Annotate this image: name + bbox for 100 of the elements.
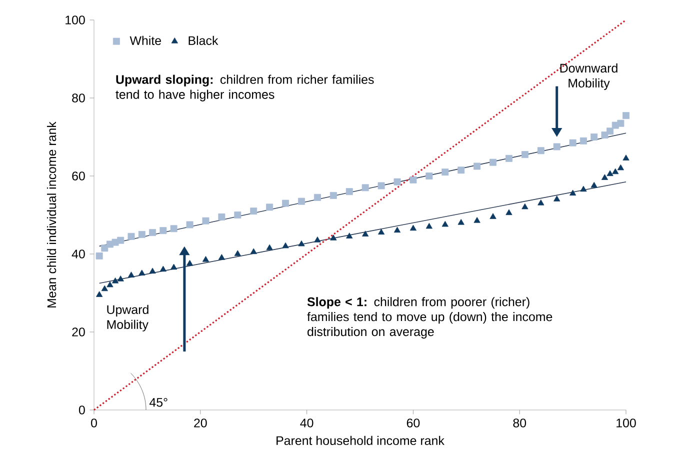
- point: [101, 285, 108, 292]
- point: [553, 143, 560, 150]
- point: [160, 266, 166, 272]
- point: [606, 170, 614, 176]
- point: [490, 213, 496, 219]
- y-tick-label: 80: [72, 94, 85, 102]
- point: [394, 226, 401, 233]
- point: [117, 236, 124, 244]
- point: [538, 199, 544, 206]
- point: [394, 178, 401, 186]
- point: [186, 221, 194, 228]
- annotation: 45°: [149, 398, 168, 407]
- x-tick-label: 0: [91, 418, 97, 428]
- point: [458, 166, 465, 174]
- point: [298, 198, 305, 205]
- x-tick-label: 60: [406, 418, 420, 428]
- point: [580, 137, 587, 144]
- point: [617, 120, 624, 127]
- y-axis-title: Mean child individual income rank: [46, 122, 56, 308]
- point: [442, 220, 448, 227]
- point: [112, 277, 119, 284]
- point: [346, 188, 353, 196]
- point: [138, 270, 146, 276]
- point: [298, 240, 305, 246]
- annotation: Slope < 1: children from poorer (richer) families tend to move up (down) the income distribution on average: [307, 297, 552, 339]
- point: [522, 203, 528, 210]
- point: [474, 217, 480, 223]
- point: [234, 250, 241, 256]
- point: [314, 194, 321, 201]
- x-axis-title: Parent household income rank: [276, 436, 444, 446]
- point: [378, 182, 385, 190]
- point: [346, 232, 353, 238]
- x-tick-label: 40: [300, 418, 314, 428]
- point: [442, 168, 449, 176]
- point: [554, 196, 560, 202]
- point: [96, 291, 103, 297]
- point: [218, 254, 225, 260]
- y-tick-label: 60: [72, 172, 85, 180]
- y-tick-label: 100: [66, 16, 85, 24]
- point: [186, 260, 194, 266]
- point: [601, 174, 608, 180]
- point: [149, 229, 156, 236]
- point: [117, 276, 124, 282]
- point: [426, 222, 432, 229]
- point: [505, 154, 512, 162]
- point: [330, 234, 337, 240]
- point: [569, 139, 576, 146]
- point: [149, 268, 156, 274]
- x-tick-label: 20: [194, 418, 207, 428]
- y-tick-label: 0: [78, 406, 85, 414]
- point: [612, 168, 619, 174]
- point: [138, 230, 146, 238]
- point: [266, 244, 273, 250]
- point: [330, 192, 337, 199]
- point: [96, 252, 103, 260]
- point: [128, 232, 135, 240]
- point: [410, 176, 417, 184]
- point: [601, 132, 608, 139]
- x-tick-label: 100: [616, 418, 636, 428]
- point: [490, 158, 496, 166]
- point: [622, 112, 630, 120]
- point: [250, 248, 257, 254]
- point: [106, 281, 114, 288]
- point: [234, 211, 242, 218]
- point: [590, 182, 598, 188]
- annotation: Upward sloping: children from richer families tend to have higher incomes: [116, 74, 374, 102]
- point: [537, 147, 544, 154]
- point: [362, 184, 369, 192]
- point: [160, 227, 167, 234]
- point: [170, 225, 178, 232]
- point: [282, 200, 290, 207]
- point: [474, 162, 481, 170]
- y-tick-label: 20: [72, 328, 85, 336]
- point: [218, 213, 226, 220]
- point: [458, 218, 464, 225]
- point: [202, 217, 210, 224]
- annotation: Downward Mobility: [560, 63, 618, 90]
- point: [378, 228, 385, 235]
- point: [590, 134, 598, 140]
- annotation: Upward Mobility: [107, 304, 148, 332]
- point: [617, 164, 624, 170]
- point: [606, 128, 614, 135]
- point: [521, 151, 528, 158]
- point: [266, 204, 274, 211]
- x-tick-label: 80: [513, 418, 526, 428]
- point: [128, 272, 135, 278]
- point: [410, 224, 417, 231]
- point: [362, 230, 369, 236]
- point: [622, 154, 630, 160]
- point: [426, 172, 433, 180]
- point: [250, 208, 258, 215]
- point: [202, 256, 210, 262]
- point: [570, 190, 576, 196]
- point: [314, 236, 321, 242]
- y-tick-label: 40: [72, 250, 85, 258]
- point: [282, 242, 289, 248]
- point: [580, 186, 587, 192]
- legend-label: White: [130, 36, 162, 46]
- point: [170, 264, 178, 270]
- legend-label: Black: [188, 36, 218, 46]
